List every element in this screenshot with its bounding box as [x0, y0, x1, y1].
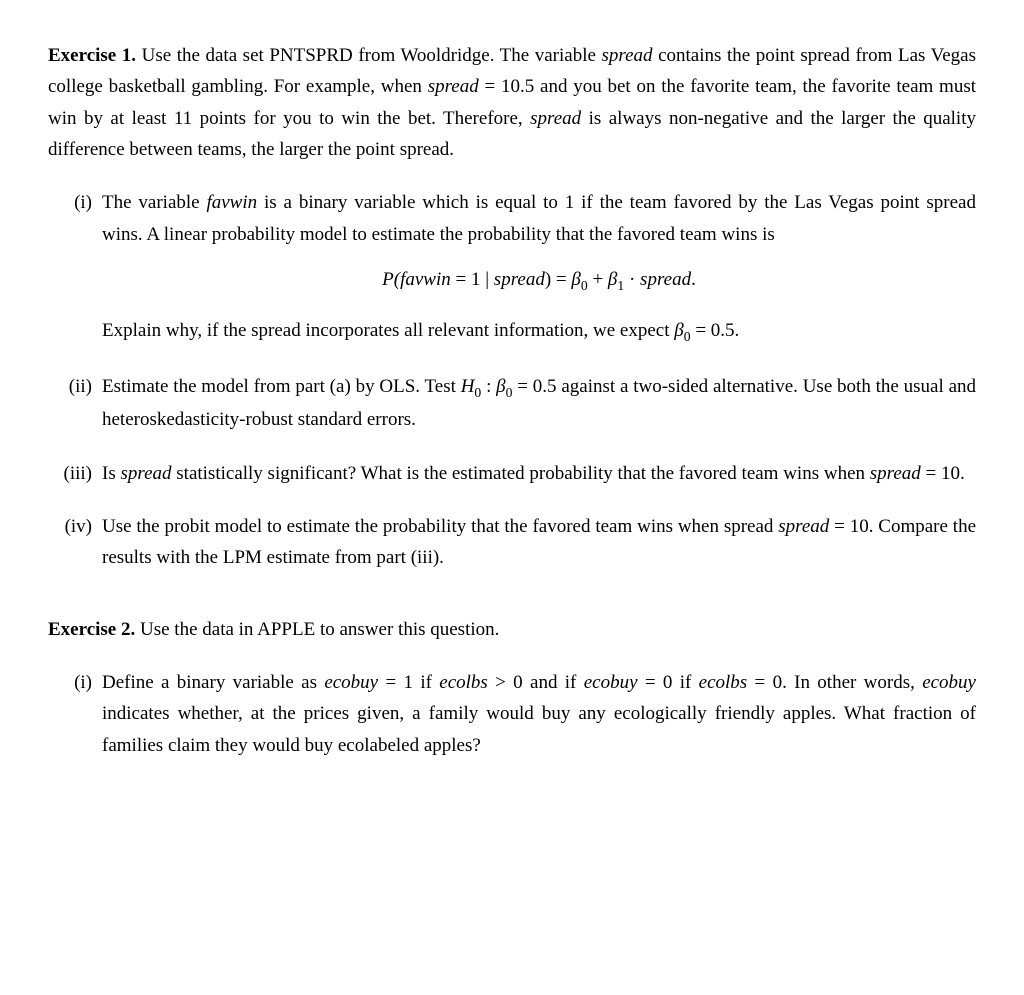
- exercise-2-item-i: (i) Define a binary variable as ecobuy =…: [48, 667, 976, 761]
- beta: β: [496, 376, 505, 397]
- eq-text: +: [588, 269, 608, 290]
- subscript: 0: [684, 329, 691, 344]
- eq-text: ) =: [545, 269, 572, 290]
- beta: β: [674, 320, 683, 341]
- eq-text: P(favwin: [382, 269, 455, 290]
- item-marker: (iii): [54, 458, 92, 489]
- var-spread: spread: [602, 45, 653, 66]
- var-ecobuy: ecobuy: [922, 672, 976, 693]
- var-ecobuy: ecobuy: [324, 672, 378, 693]
- var-spread: spread: [778, 516, 829, 537]
- text: Use the data in APPLE to answer this que…: [140, 619, 499, 640]
- var-ecobuy: ecobuy: [584, 672, 638, 693]
- text: = 10.: [921, 463, 965, 484]
- exercise-1-item-iii: (iii) Is spread statistically significan…: [48, 458, 976, 489]
- text: indicates whether, at the prices given, …: [102, 703, 976, 755]
- text: = 0. In other words,: [747, 672, 922, 693]
- exercise-1-item-i: (i) The variable favwin is a binary vari…: [48, 187, 976, 348]
- beta: β: [571, 269, 580, 290]
- text: The variable: [102, 192, 206, 213]
- eq-text: ·: [624, 269, 640, 290]
- exercise-2-list: (i) Define a binary variable as ecobuy =…: [48, 667, 976, 761]
- text: Define a binary variable as: [102, 672, 324, 693]
- text: > 0 and if: [488, 672, 584, 693]
- text: Explain why, if the spread incorporates …: [102, 320, 674, 341]
- var-favwin: favwin: [206, 192, 257, 213]
- text: statistically significant? What is the e…: [172, 463, 870, 484]
- text: Use the data set PNTSPRD from Wooldridge…: [142, 45, 602, 66]
- var-spread: spread: [428, 76, 479, 97]
- exercise-1-intro: Exercise 1. Use the data set PNTSPRD fro…: [48, 40, 976, 165]
- var-spread: spread: [870, 463, 921, 484]
- text: = 0.5.: [691, 320, 740, 341]
- text: = 1 if: [378, 672, 439, 693]
- lpm-equation: P(favwin = 1 | spread) = β0 + β1 · sprea…: [102, 264, 976, 297]
- eq-text: spread: [494, 269, 545, 290]
- var-ecolbs: ecolbs: [699, 672, 748, 693]
- item-marker: (ii): [54, 371, 92, 402]
- exercise-2-title: Exercise 2.: [48, 619, 135, 640]
- eq-text: .: [691, 269, 696, 290]
- item-marker: (iv): [54, 511, 92, 542]
- var-h: H: [461, 376, 475, 397]
- exercise-1-title: Exercise 1.: [48, 45, 136, 66]
- var-spread: spread: [120, 463, 171, 484]
- exercise-2-intro: Exercise 2. Use the data in APPLE to ans…: [48, 614, 976, 645]
- text: Use the probit model to estimate the pro…: [102, 516, 778, 537]
- beta: β: [608, 269, 617, 290]
- subscript: 0: [581, 278, 588, 293]
- var-ecolbs: ecolbs: [439, 672, 488, 693]
- eq-text: = 1 |: [456, 269, 494, 290]
- item-marker: (i): [54, 187, 92, 218]
- eq-text: spread: [640, 269, 691, 290]
- item-marker: (i): [54, 667, 92, 698]
- var-spread: spread: [530, 108, 581, 129]
- text: Is: [102, 463, 120, 484]
- text: :: [481, 376, 496, 397]
- text: = 0 if: [638, 672, 699, 693]
- exercise-1-list: (i) The variable favwin is a binary vari…: [48, 187, 976, 573]
- text: Estimate the model from part (a) by OLS.…: [102, 376, 461, 397]
- exercise-1-item-iv: (iv) Use the probit model to estimate th…: [48, 511, 976, 574]
- exercise-1-item-ii: (ii) Estimate the model from part (a) by…: [48, 371, 976, 436]
